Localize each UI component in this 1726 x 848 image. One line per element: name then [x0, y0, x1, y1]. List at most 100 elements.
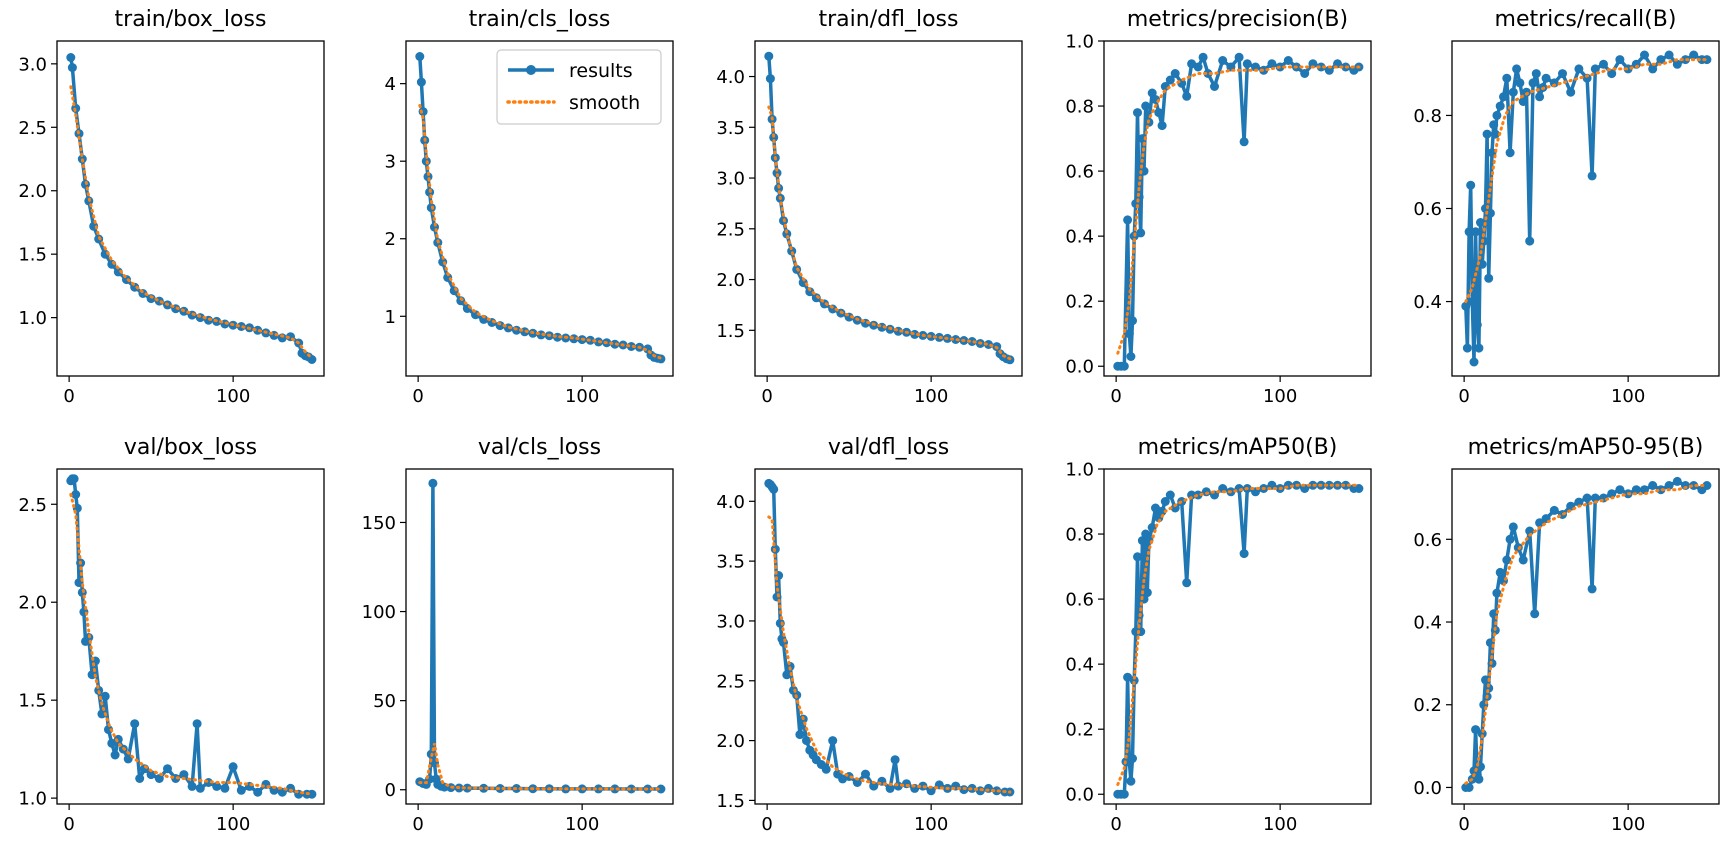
x-tick-label: 100 [565, 386, 599, 407]
results-point [1582, 493, 1592, 503]
results-point [656, 784, 666, 794]
results-point [1182, 578, 1192, 588]
results-point [1165, 490, 1175, 500]
results-point [626, 342, 636, 351]
y-tick-label: 2.0 [716, 270, 745, 291]
results-point [1648, 64, 1658, 74]
results-point [113, 267, 123, 277]
results-point [1689, 481, 1699, 490]
axes-frame [1103, 40, 1372, 377]
subplot-train-box-loss: train/box_loss 0 100 1.0 1.5 2.0 2.5 3.0 [18, 7, 325, 407]
results-point [195, 783, 205, 793]
results-point [1472, 320, 1482, 330]
results-point [1234, 52, 1244, 62]
results-point [765, 74, 775, 84]
smooth-line [418, 103, 663, 360]
results-point [66, 53, 76, 62]
y-tick-label: 2.5 [716, 671, 745, 692]
results-point [1492, 588, 1502, 598]
x-tick-label: 0 [63, 814, 74, 835]
results-point [1136, 228, 1146, 238]
subplot-title: metrics/mAP50-95(B) [1468, 435, 1704, 460]
y-tick-label: 2 [385, 229, 396, 250]
subplot-title: val/dfl_loss [828, 435, 949, 460]
results-point [1582, 73, 1592, 83]
results-point [1133, 108, 1142, 118]
results-point [154, 774, 164, 783]
axes-frame [1103, 468, 1372, 805]
results-point [428, 478, 438, 488]
x-tick-label: 0 [412, 814, 423, 835]
results-point [861, 769, 870, 779]
results-point [1242, 59, 1252, 69]
smooth-line [1116, 65, 1361, 355]
results-point [1462, 343, 1472, 353]
results-point [1508, 87, 1518, 97]
subplot-title: val/box_loss [124, 435, 257, 460]
y-tick-label: 2.5 [716, 219, 745, 240]
results-point [1528, 78, 1538, 88]
results-point [1541, 73, 1551, 83]
x-tick-label: 0 [761, 386, 772, 407]
y-tick-label: 50 [373, 691, 396, 712]
results-point [479, 314, 489, 324]
results-point [1502, 73, 1512, 83]
results-point [1672, 476, 1682, 486]
results-point [1518, 555, 1528, 565]
results-point [1142, 588, 1152, 598]
results-point [1689, 50, 1699, 60]
results-point [71, 490, 81, 499]
results-point [1308, 59, 1318, 69]
results-point [1615, 55, 1625, 65]
results-point [1474, 774, 1484, 784]
results-point [456, 296, 466, 306]
axes-frame [56, 468, 325, 805]
results-point [1664, 50, 1674, 60]
results-point [1471, 227, 1481, 237]
results-point [1607, 489, 1617, 499]
smooth-line [69, 85, 314, 360]
y-tick-label: 1.5 [716, 791, 745, 812]
results-point [1128, 754, 1137, 763]
results-point [146, 770, 156, 780]
y-tick-label: 100 [362, 602, 396, 623]
results-point [495, 784, 505, 793]
results-point [1512, 64, 1522, 74]
x-tick-label: 0 [1110, 386, 1121, 407]
results-point [67, 63, 77, 73]
y-tick-label: 0.0 [1065, 785, 1094, 806]
x-tick-label: 100 [216, 814, 250, 835]
results-point [1702, 55, 1712, 65]
results-point [97, 709, 107, 719]
results-point [782, 670, 792, 680]
results-point [253, 325, 263, 335]
y-tick-label: 2.0 [716, 731, 745, 752]
results-point [462, 783, 472, 793]
results-point [1267, 59, 1277, 69]
results-point [163, 764, 172, 774]
results-point [100, 691, 110, 701]
subplot-title: val/cls_loss [478, 435, 601, 460]
results-point [1535, 518, 1545, 528]
results-point [1137, 134, 1147, 144]
results-point [1515, 78, 1525, 88]
results-point [1615, 485, 1625, 495]
results-point [69, 474, 79, 484]
results-point [1623, 64, 1633, 74]
y-tick-label: 150 [362, 513, 396, 534]
results-point [795, 730, 805, 740]
axes-frame [1451, 468, 1720, 805]
results-point [885, 783, 895, 793]
results-point [1518, 97, 1528, 106]
smooth-line [1116, 483, 1361, 786]
smooth-line [1464, 58, 1709, 304]
results-point [1587, 171, 1597, 181]
results-point [1590, 493, 1600, 503]
results-point [1587, 584, 1597, 594]
y-tick-label: 0.6 [1065, 162, 1094, 183]
x-tick-label: 0 [63, 386, 74, 407]
results-point [1566, 87, 1576, 97]
legend: results smooth [496, 49, 662, 125]
results-point [1133, 552, 1142, 562]
